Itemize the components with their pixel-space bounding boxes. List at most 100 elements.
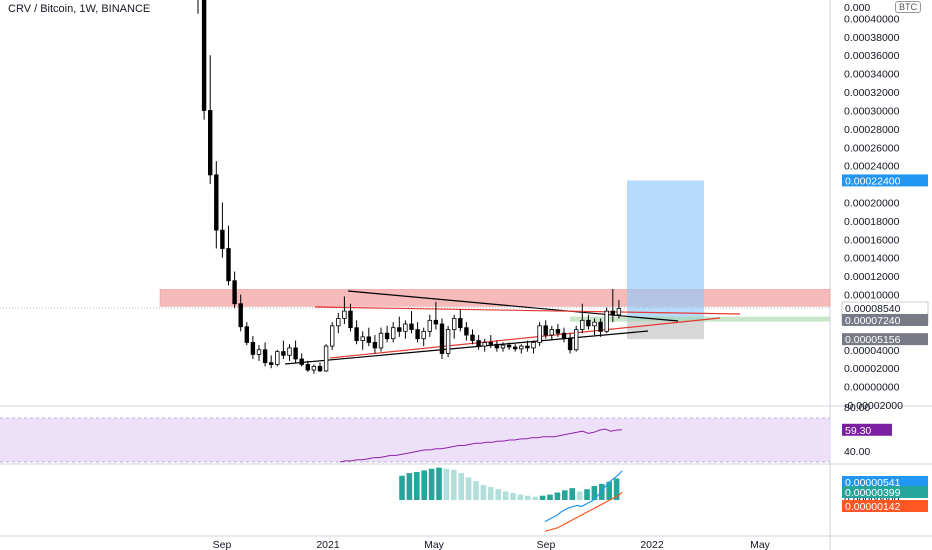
time-tick-label: May (750, 539, 771, 550)
time-tick-label: Sep (213, 539, 232, 550)
candle-body (555, 329, 561, 334)
candle-body (415, 329, 420, 340)
candle-body (421, 330, 426, 340)
upper-trendline (347, 290, 679, 322)
price-badge-label: 0.00008540 (845, 303, 901, 315)
price-axis[interactable]: 0.00040000 0.00038000 0.00036000 0.00034000… (841, 2, 929, 513)
macd-histogram-bar (465, 477, 472, 500)
macd-histogram-bar (458, 473, 464, 500)
price-tick-label: 0.00004000 (844, 345, 900, 357)
macd-histogram-bar (576, 491, 583, 500)
currency-chip[interactable]: BTC (895, 1, 921, 13)
candle-body (323, 345, 329, 372)
stop-zone (627, 319, 704, 340)
time-tick-label: May (424, 539, 445, 550)
macd-histogram-bar (562, 490, 568, 500)
candle-body (482, 342, 487, 347)
candle-body (592, 321, 597, 327)
lower-trendline (284, 330, 649, 365)
price-tick-label: 0.00020000 (844, 198, 900, 210)
signal-line (544, 491, 623, 532)
candle-body (317, 365, 323, 372)
macd-histogram-bar (591, 486, 598, 500)
candle-body (433, 319, 439, 325)
macd-badge (842, 500, 928, 512)
price-tick-label: 0.00018000 (844, 216, 900, 228)
macd-histogram-bar (569, 488, 575, 500)
price-tick-label: 0.00030000 (844, 105, 900, 117)
candle-body (397, 327, 402, 332)
macd-histogram-bar (480, 484, 487, 500)
candle-body (244, 326, 249, 343)
candle-body (500, 344, 506, 349)
macd-histogram-bar (539, 495, 546, 500)
candle-body (207, 110, 213, 176)
macd-histogram-bar (525, 495, 531, 500)
macd-histogram-bar (495, 489, 501, 500)
price-tick-label: 0.00002000 (844, 363, 900, 375)
candle-body (409, 323, 414, 330)
price-tick-label: 0.00016000 (844, 234, 900, 246)
price-tick-label: 0.00040000 (844, 13, 900, 25)
price-tick-label: 0.000 (844, 2, 870, 14)
candle-body (287, 347, 292, 356)
candle-body (494, 343, 500, 349)
candle-body (445, 329, 451, 354)
rsi-line (339, 428, 623, 463)
macd-histogram-bar (421, 470, 427, 500)
candle-body (299, 358, 304, 365)
price-tick-label: 0.00034000 (844, 69, 900, 81)
candle-body (311, 365, 317, 371)
candle-body (275, 351, 280, 365)
price-badge-label: 0.00007240 (845, 315, 901, 327)
time-axis[interactable]: Sep 2021 May Sep 2022 May (213, 539, 771, 550)
candle-body (598, 321, 603, 332)
rsi-band (0, 418, 830, 462)
macd-line (544, 470, 623, 523)
candle-body (458, 318, 463, 329)
macd-histogram-bar (606, 481, 612, 500)
candle-body (464, 327, 469, 336)
candle-body (488, 342, 493, 345)
support-zone (570, 316, 830, 322)
rsi-tick-label: 40.00 (844, 446, 870, 458)
candle-body (616, 307, 622, 316)
time-tick-label: 2022 (640, 539, 664, 550)
candle-body (403, 323, 408, 332)
candle-body (604, 310, 609, 332)
macd-histogram-bar (613, 478, 620, 500)
candle-body (329, 325, 335, 347)
candle-body (360, 336, 365, 341)
candle-body (519, 345, 524, 350)
rsi-value-badge (842, 423, 892, 436)
macd-histogram-bar (443, 468, 450, 500)
macd-badge-label: 0.00000399 (845, 487, 901, 499)
candle-body (268, 362, 274, 365)
price-tick-label: 0.00014000 (844, 253, 900, 265)
candle-body (293, 347, 298, 360)
price-badge (842, 333, 928, 346)
candle-body (476, 340, 481, 347)
rsi-tick-label: 80.00 (844, 402, 870, 414)
candle-body (305, 364, 310, 371)
macd-histogram-bar (532, 496, 538, 500)
rsi-value-label: 59.30 (845, 425, 871, 437)
candle-body (226, 248, 231, 282)
candle-body (470, 334, 475, 341)
macd-histogram-bar (547, 494, 553, 500)
macd-badge (842, 476, 928, 488)
time-tick-label: Sep (537, 539, 556, 550)
price-badge-label: 0.00005156 (845, 334, 901, 346)
candle-body (525, 345, 530, 349)
candle-body (232, 280, 237, 305)
price-tick-label: 0.00000000 (844, 382, 900, 394)
candle-body (451, 318, 457, 330)
candle-body (262, 349, 268, 364)
macd-histogram-bar (414, 472, 420, 500)
candle-body (348, 310, 353, 329)
candle-body (574, 329, 579, 351)
candle-body (366, 336, 371, 343)
macd-histogram-bar (399, 475, 405, 500)
